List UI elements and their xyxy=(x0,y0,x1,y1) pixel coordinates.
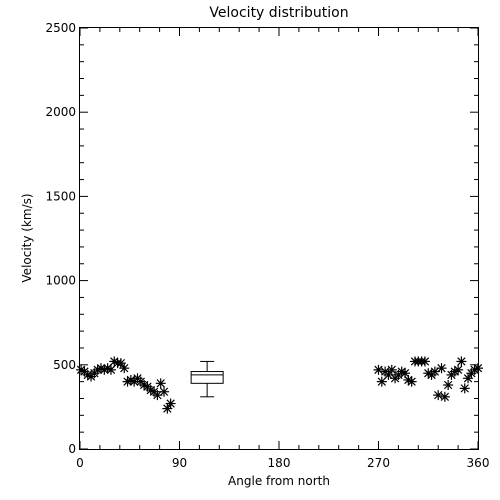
data-point xyxy=(453,364,464,375)
axis-ticks: 0 90 180 270 360 0 500 1000 1500 2000 2500 xyxy=(45,21,489,470)
x-tick-label: 0 xyxy=(76,456,84,470)
x-axis-label: Angle from north xyxy=(228,474,330,488)
data-point xyxy=(439,391,450,402)
data-point xyxy=(119,363,130,374)
data-point xyxy=(373,364,384,375)
data-point xyxy=(443,380,454,391)
data-point xyxy=(433,390,444,401)
y-axis-label: Velocity (km/s) xyxy=(20,193,34,282)
data-point xyxy=(162,403,173,414)
boxplot-box xyxy=(190,371,224,384)
x-tick-label: 180 xyxy=(268,456,291,470)
data-point xyxy=(376,376,387,387)
y-tick-label: 500 xyxy=(53,358,76,372)
scatter-points xyxy=(76,356,483,414)
data-point xyxy=(396,366,407,377)
data-point xyxy=(456,356,467,367)
y-tick-label: 2500 xyxy=(45,21,76,35)
x-tick-label: 270 xyxy=(367,456,390,470)
data-point xyxy=(419,356,430,367)
data-point xyxy=(436,363,447,374)
y-tick-label: 0 xyxy=(68,442,76,456)
y-tick-label: 1000 xyxy=(45,274,76,288)
data-point xyxy=(155,378,166,389)
data-point xyxy=(383,369,394,380)
chart-title: Velocity distribution xyxy=(209,5,348,21)
data-point xyxy=(105,364,116,375)
data-point xyxy=(165,398,176,409)
data-point xyxy=(115,358,126,369)
data-point xyxy=(473,363,483,374)
y-tick-label: 2000 xyxy=(45,105,76,119)
x-tick-label: 360 xyxy=(467,456,490,470)
data-point xyxy=(463,373,474,384)
plot-frame xyxy=(79,27,479,450)
data-point xyxy=(406,376,417,387)
data-point xyxy=(386,364,397,375)
data-point xyxy=(459,383,470,394)
y-tick-label: 1500 xyxy=(45,189,76,203)
data-point xyxy=(152,390,163,401)
data-point xyxy=(159,386,170,397)
data-point xyxy=(400,368,411,379)
velocity-boxplot xyxy=(190,360,224,398)
x-tick-label: 90 xyxy=(172,456,187,470)
